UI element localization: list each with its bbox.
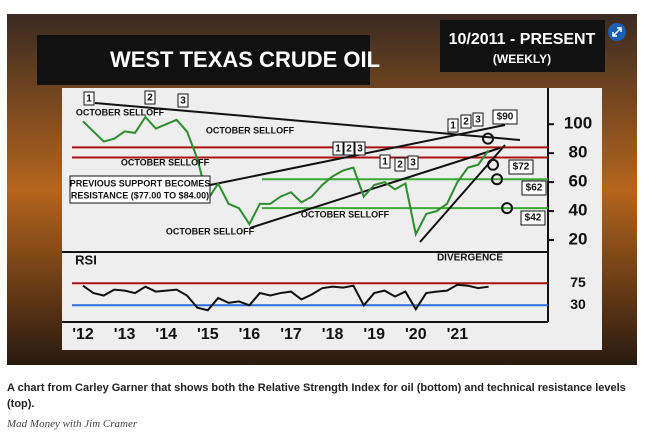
level-circle [487,158,499,171]
level-label: $72 [513,162,530,173]
marker-label: 2 [397,160,403,171]
annotation: OCTOBER SELLOFF [121,157,210,167]
rsi-tick-label: 30 [570,296,586,312]
annotation: RESISTANCE ($77.00 TO $84.00) [71,190,209,200]
expand-icon [612,27,622,37]
marker-box [332,141,344,156]
marker-box [354,141,366,156]
annotation: PREVIOUS SUPPORT BECOMES [70,178,211,188]
marker-label: 1 [86,94,92,105]
level-box [521,180,547,196]
marker-label: 1 [335,144,341,155]
marker-box [83,91,95,106]
annotation: OCTOBER SELLOFF [206,125,295,135]
level-circle [491,173,503,186]
x-tick-label: '13 [114,326,136,343]
level-circle [501,202,513,215]
marker-label: 2 [463,117,469,128]
panel [62,88,602,350]
marker-box [379,154,391,169]
price-line [82,115,490,238]
annotation: OCTOBER SELLOFF [301,209,390,219]
marker-label: 2 [147,93,153,104]
rsi-annotation: DIVERGENCE [437,253,503,264]
level-label: $62 [526,183,543,194]
trend-line [419,144,506,243]
marker-label: 3 [180,96,186,107]
marker-box [460,114,472,129]
marker-box [447,118,459,133]
level-box [520,210,546,226]
caption: A chart from Carley Garner that shows bo… [7,382,626,410]
marker-box [472,112,484,127]
y-tick-label: 60 [569,172,588,191]
chart-title: WEST TEXAS CRUDE OIL [110,47,380,72]
marker-box [394,157,406,172]
y-tick-label: 40 [569,201,588,220]
title-box [37,35,370,85]
chart: WEST TEXAS CRUDE OIL 10/2011 - PRESENT (… [7,14,637,365]
period: (WEEKLY) [493,52,551,66]
level-box [492,109,518,125]
rsi-label: RSI [75,252,97,267]
y-tick-label: 20 [569,230,588,249]
level-box [508,159,534,175]
period-box [440,20,605,72]
marker-box [144,90,156,105]
x-tick-label: '16 [239,326,261,343]
trend-line [249,147,501,229]
credit: Mad Money with Jim Cramer [7,418,138,430]
level-label: $90 [497,112,514,123]
annotation: OCTOBER SELLOFF [166,226,255,236]
y-tick-label: 100 [564,114,592,133]
subtitle: 10/2011 - PRESENT [449,31,596,48]
y-tick-label: 80 [569,143,588,162]
marker-label: 1 [450,121,456,132]
x-tick-label: '14 [155,326,177,343]
marker-box [407,155,419,170]
marker-label: 3 [357,144,363,155]
marker-label: 2 [346,144,352,155]
marker-label: 1 [382,157,388,168]
marker-box [177,93,189,108]
marker-label: 3 [410,158,416,169]
x-tick-label: '18 [322,326,344,343]
x-tick-label: '17 [280,326,302,343]
marker-label: 3 [475,115,481,126]
level-label: $42 [525,213,542,224]
marker-box [343,141,355,156]
x-tick-label: '19 [363,326,385,343]
annotation: OCTOBER SELLOFF [76,107,165,117]
level-circle [482,132,494,145]
x-tick-label: '20 [405,326,427,343]
annotation-box [69,175,211,204]
trend-line [94,102,521,141]
rsi-tick-label: 75 [570,274,586,290]
x-tick-label: '15 [197,326,219,343]
x-tick-label: '21 [447,326,469,343]
x-tick-label: '12 [72,326,94,343]
rsi-line [82,283,489,312]
